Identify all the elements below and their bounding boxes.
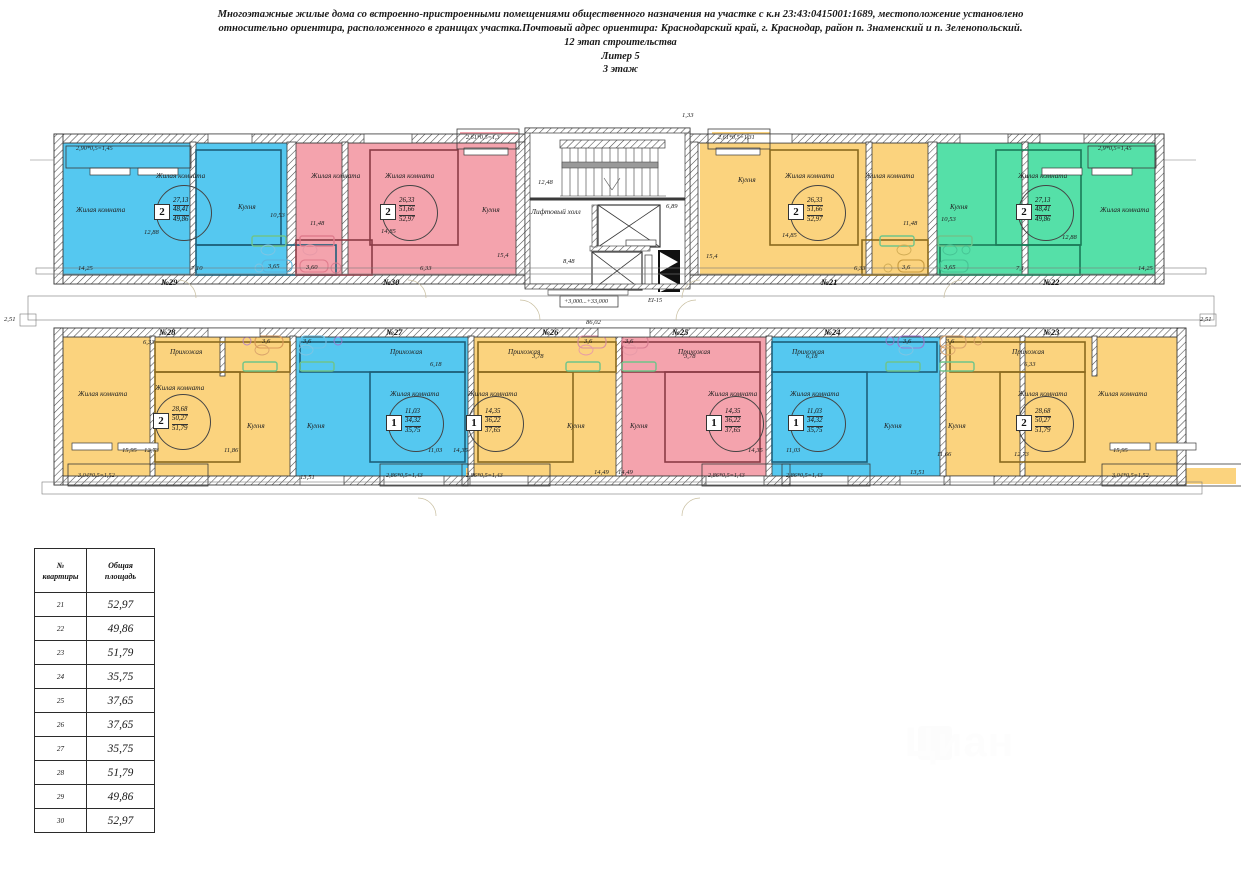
apt-22-room-outline bbox=[939, 149, 1082, 276]
apt-28-number-tag: №28 bbox=[159, 327, 176, 337]
table-row: 24 35,75 bbox=[34, 664, 155, 689]
table-body: 21 52,97 22 49,86 23 51,79 24 35,75 25 37,65 26 37,… bbox=[34, 592, 155, 833]
table-header-area-line2: площадь bbox=[104, 571, 137, 581]
apt-26-fill bbox=[466, 336, 618, 484]
apartment-area-cell: 35,75 bbox=[86, 736, 155, 761]
apartment-areas-table: № квартиры Общая площадь 21 52,97 22 49,86 2… bbox=[34, 548, 155, 833]
table-header-area: Общая площадь bbox=[86, 548, 155, 593]
apartment-number-cell: 30 bbox=[34, 808, 87, 833]
construction-stage: 12 этап строительства bbox=[564, 37, 677, 48]
watermark-text: Циан bbox=[905, 718, 1015, 765]
table-row: 21 52,97 bbox=[34, 592, 155, 617]
apartment-area-cell: 49,86 bbox=[86, 784, 155, 809]
apt-21-room-outline bbox=[769, 149, 929, 276]
apt-21-number-tag: №21 bbox=[821, 277, 838, 287]
title-line-2: относительно ориентира, расположенного в… bbox=[218, 23, 1023, 34]
apartment-areas-table-wrapper: № квартиры Общая площадь 21 52,97 22 49,86 2… bbox=[34, 548, 155, 833]
apartment-number-cell: 29 bbox=[34, 784, 87, 809]
drawing-title-block: Многоэтажные жилые дома со встроенно-при… bbox=[0, 8, 1241, 77]
apartment-number-cell: 25 bbox=[34, 688, 87, 713]
apartment-area-cell: 52,97 bbox=[86, 592, 155, 617]
table-header-number-line1: № bbox=[56, 560, 65, 570]
apt-22-fill bbox=[932, 142, 1158, 275]
floor-number: 3 этаж bbox=[602, 64, 639, 75]
lower-block-partitions bbox=[149, 335, 1098, 477]
apartment-number-cell: 24 bbox=[34, 664, 87, 689]
table-row: 29 49,86 bbox=[34, 784, 155, 809]
apt-25-room-outline bbox=[621, 341, 761, 463]
title-line-1: Многоэтажные жилые дома со встроенно-при… bbox=[217, 9, 1024, 20]
apartment-area-cell: 51,79 bbox=[86, 760, 155, 785]
bathroom-fixtures-upper bbox=[251, 235, 973, 274]
apartment-number-cell: 21 bbox=[34, 592, 87, 617]
apt-29-number-tag: №29 bbox=[161, 277, 178, 287]
apartment-area-cell: 49,86 bbox=[86, 616, 155, 641]
apt-22-number-tag: №22 bbox=[1043, 277, 1060, 287]
table-row: 30 52,97 bbox=[34, 808, 155, 833]
windows-lower bbox=[71, 327, 1197, 486]
apt-26-number-tag: №26 bbox=[542, 327, 559, 337]
stair-elevator-core bbox=[524, 127, 691, 308]
stair-treads bbox=[560, 148, 666, 197]
table-header-number: № квартиры bbox=[34, 548, 87, 593]
apt-23-room-outline bbox=[949, 341, 1086, 463]
apartment-number-cell: 22 bbox=[34, 616, 87, 641]
table-row: 26 37,65 bbox=[34, 712, 155, 737]
table-row: 23 51,79 bbox=[34, 640, 155, 665]
apartment-area-cell: 51,79 bbox=[86, 640, 155, 665]
apt-23-fill bbox=[945, 336, 1236, 484]
apt-30-number-tag: №30 bbox=[383, 277, 400, 287]
apartment-number-cell: 28 bbox=[34, 760, 87, 785]
apartment-area-cell: 37,65 bbox=[86, 712, 155, 737]
apt-27-number-tag: №27 bbox=[386, 327, 403, 337]
apt-24-number-tag: №24 bbox=[824, 327, 841, 337]
table-header-row: № квартиры Общая площадь bbox=[34, 548, 155, 593]
apartment-area-cell: 37,65 bbox=[86, 688, 155, 713]
apt-24-fill bbox=[771, 336, 941, 484]
apt-23-number-tag: №23 bbox=[1043, 327, 1060, 337]
apartment-number-cell: 26 bbox=[34, 712, 87, 737]
table-row: 22 49,86 bbox=[34, 616, 155, 641]
balcony-outlines bbox=[65, 128, 1241, 487]
building-liter: Литер 5 bbox=[601, 50, 640, 62]
apartment-number-cell: 27 bbox=[34, 736, 87, 761]
table-row: 28 51,79 bbox=[34, 760, 155, 785]
table-row: 25 37,65 bbox=[34, 688, 155, 713]
apt-25-number-tag: №25 bbox=[672, 327, 689, 337]
apt-27-room-outline bbox=[299, 341, 466, 463]
apartment-area-cell: 35,75 bbox=[86, 664, 155, 689]
door-swings bbox=[177, 279, 963, 517]
apt-27-fill bbox=[294, 336, 469, 484]
floor-plan-drawing bbox=[19, 127, 1241, 517]
table-row: 27 35,75 bbox=[34, 736, 155, 761]
apt-24-room-outline bbox=[771, 341, 938, 463]
exterior-offset-lines bbox=[19, 159, 1217, 495]
table-header-number-line2: квартиры bbox=[42, 571, 79, 581]
apartment-number-cell: 23 bbox=[34, 640, 87, 665]
table-header-area-line1: Общая bbox=[108, 560, 133, 570]
watermark-logo-icon bbox=[918, 726, 952, 760]
apartment-area-cell: 52,97 bbox=[86, 808, 155, 833]
